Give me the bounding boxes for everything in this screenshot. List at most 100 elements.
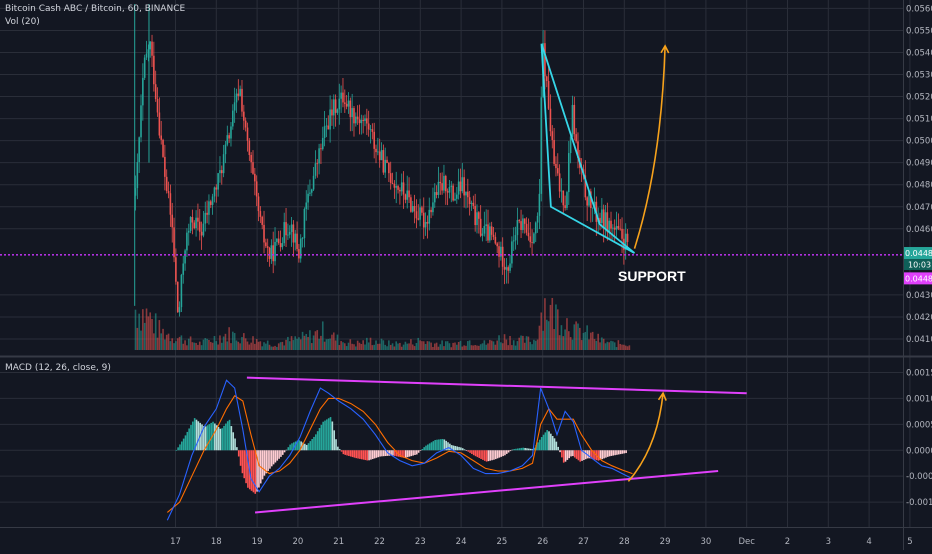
macd-hist-bar xyxy=(443,439,446,451)
volume-bar xyxy=(621,344,623,350)
macd-hist-bar xyxy=(441,438,444,451)
candle-body xyxy=(450,185,453,187)
macd-header[interactable]: MACD (12, 26, close, 9) xyxy=(5,363,111,373)
macd-hist-bar xyxy=(425,445,427,451)
price-tick-label: 0.056000 xyxy=(906,4,932,14)
candle-body xyxy=(624,233,627,250)
macd-hist-bar xyxy=(393,450,396,456)
candle-body xyxy=(261,216,263,225)
macd-hist-bar xyxy=(452,445,455,451)
volume-bar xyxy=(217,344,219,350)
macd-hist-bar xyxy=(287,447,290,451)
volume-bar xyxy=(615,347,618,350)
volume-bar xyxy=(281,341,284,350)
macd-hist-bar xyxy=(469,450,471,453)
macd-hist-bar xyxy=(309,441,312,451)
candle-body xyxy=(426,221,429,224)
candle-body xyxy=(233,102,236,111)
macd-hist-bar xyxy=(504,450,506,456)
candle-body xyxy=(540,97,543,194)
candle-body xyxy=(360,119,363,124)
volume-bar xyxy=(512,340,515,350)
macd-hist-bar xyxy=(349,450,352,457)
candle-body xyxy=(415,211,418,219)
candle-body xyxy=(259,211,262,217)
volume-bar xyxy=(219,335,221,350)
macd-hist-bar xyxy=(516,448,519,451)
candle-body xyxy=(331,109,333,116)
volume-bar xyxy=(474,345,476,350)
volume-bar xyxy=(388,340,390,350)
macd-hist-bar xyxy=(428,443,431,451)
volume-bar xyxy=(389,344,392,350)
volume-bar xyxy=(318,338,320,350)
candle-body xyxy=(489,226,491,241)
candle-body xyxy=(522,218,524,230)
volume-bar xyxy=(584,331,587,350)
macd-hist-bar xyxy=(493,450,495,460)
macd-hist-bar xyxy=(368,450,370,461)
volume-header[interactable]: Vol (20) xyxy=(5,17,40,27)
macd-hist-bar xyxy=(236,447,238,451)
candle-body xyxy=(198,221,201,232)
volume-bar xyxy=(558,335,561,350)
volume-bar xyxy=(213,335,216,350)
volume-bar xyxy=(274,345,276,350)
macd-hist-bar xyxy=(338,449,341,451)
macd-hist-bar xyxy=(252,450,255,493)
candle-body xyxy=(590,191,592,208)
candle-body xyxy=(444,175,447,192)
volume-bar xyxy=(417,337,420,350)
volume-bar xyxy=(624,345,627,350)
macd-hist-bar xyxy=(221,428,223,451)
macd-hist-bar xyxy=(272,450,275,465)
candle-body xyxy=(193,222,196,229)
macd-hist-bar xyxy=(285,449,288,451)
candle-body xyxy=(386,159,388,163)
candle-body xyxy=(382,150,385,173)
macd-hist-bar xyxy=(524,447,526,451)
macd-hist-bar xyxy=(348,450,350,456)
x-tick-label: 5 xyxy=(907,537,912,547)
volume-bar xyxy=(358,342,361,350)
macd-hist-bar xyxy=(254,450,257,494)
volume-bar xyxy=(522,335,524,350)
candle-body xyxy=(184,250,186,264)
macd-hist-bar xyxy=(263,450,266,476)
volume-bar xyxy=(153,333,155,350)
volume-bar xyxy=(261,346,263,350)
candle-body xyxy=(312,175,315,190)
support-price-tag-box xyxy=(904,272,932,285)
candle-body xyxy=(503,266,506,270)
volume-bar xyxy=(235,340,238,350)
volume-bar xyxy=(542,330,544,350)
volume-bar xyxy=(533,339,535,350)
candle-body xyxy=(430,209,432,213)
macd-hist-bar xyxy=(195,419,198,451)
candle-body xyxy=(327,125,330,130)
macd-hist-bar xyxy=(573,450,576,458)
candle-body xyxy=(512,240,515,242)
candle-body xyxy=(439,181,442,184)
macd-hist-bar xyxy=(555,441,558,451)
candle-body xyxy=(167,191,170,194)
volume-bar xyxy=(310,343,313,350)
candle-body xyxy=(421,207,423,213)
candle-body xyxy=(446,191,449,193)
macd-hist-bar xyxy=(614,450,616,456)
price-tick-label: 0.054000 xyxy=(906,48,932,58)
macd-hist-bar xyxy=(564,450,567,462)
volume-bar xyxy=(220,342,223,350)
volume-bar xyxy=(266,340,269,350)
volume-bar xyxy=(538,325,541,350)
candle-body xyxy=(266,246,269,248)
macd-hist-bar xyxy=(590,450,593,459)
candle-body xyxy=(468,197,471,204)
volume-bar xyxy=(307,336,309,350)
symbol-header[interactable]: Bitcoin Cash ABC / Bitcoin, 60, BINANCE xyxy=(5,4,186,14)
candle-body xyxy=(296,233,298,250)
macd-hist-bar xyxy=(447,442,449,451)
candle-body xyxy=(351,108,353,118)
volume-bar xyxy=(340,341,342,350)
volume-bar xyxy=(239,343,241,350)
